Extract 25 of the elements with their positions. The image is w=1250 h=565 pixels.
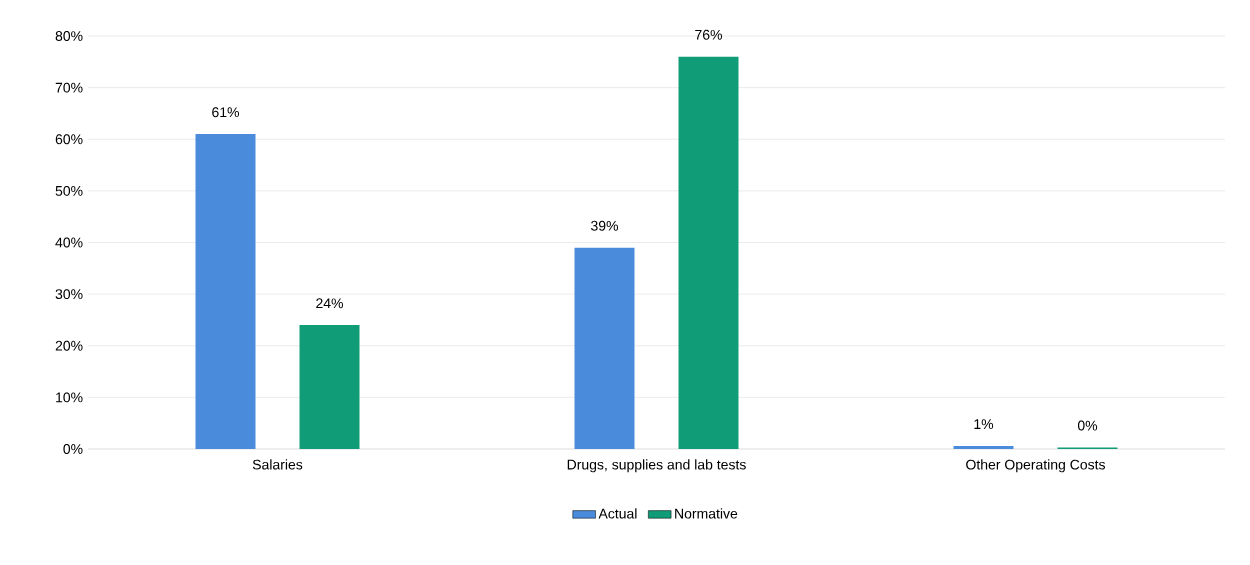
x-tick-label: Drugs, supplies and lab tests: [567, 459, 746, 473]
x-tick-label: Salaries: [252, 459, 303, 470]
y-tick-label: 0%: [63, 444, 83, 454]
data-label: 0%: [1077, 420, 1098, 431]
bar: [195, 134, 256, 449]
y-tick-label: 20%: [55, 340, 83, 351]
bar: [678, 56, 739, 449]
data-label: 1%: [974, 419, 994, 429]
y-tick-label: 30%: [55, 289, 83, 300]
legend-label: Actual: [598, 508, 637, 519]
bar: [299, 325, 360, 449]
bar: [574, 247, 635, 449]
y-tick-label: 60%: [55, 134, 83, 145]
y-tick-label: 40%: [55, 237, 83, 248]
y-tick-label: 10%: [56, 392, 83, 403]
x-tick-label: Other Operating Costs: [966, 459, 1105, 473]
bar: [953, 445, 1014, 449]
data-label: 24%: [316, 298, 343, 309]
y-tick-label: 50%: [55, 185, 83, 196]
legend-label: Normative: [675, 508, 738, 519]
y-tick-label: 70%: [55, 82, 83, 93]
data-label: 76%: [695, 29, 722, 40]
data-label: 61%: [212, 107, 239, 118]
data-label: 39%: [591, 220, 618, 231]
y-tick-label: 80%: [55, 31, 83, 41]
